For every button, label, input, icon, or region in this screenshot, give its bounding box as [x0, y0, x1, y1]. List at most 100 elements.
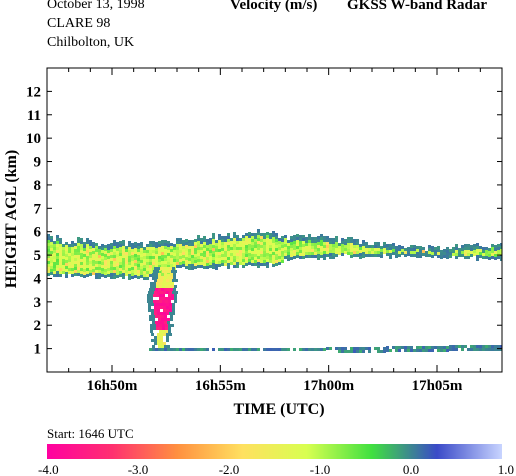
streak-cell — [167, 318, 170, 321]
streak-cell — [163, 342, 166, 345]
cloud-cell — [140, 269, 143, 272]
cloud-cell — [233, 253, 236, 256]
cloud-cell — [152, 253, 155, 256]
cloud-cell — [80, 238, 83, 241]
cloud-cell — [50, 257, 53, 260]
cloud-cell — [215, 267, 218, 270]
cloud-cell — [365, 254, 368, 257]
cloud-cell — [194, 251, 197, 254]
cloud-cell — [104, 275, 107, 278]
streak-cell — [163, 312, 166, 315]
cloud-cell — [431, 246, 434, 249]
cloud-cell — [281, 239, 284, 242]
cloud-cell — [59, 259, 62, 262]
cloud-cell — [302, 241, 305, 244]
streak-cell — [164, 345, 167, 348]
cloud-cell — [101, 244, 104, 247]
streak-cell — [157, 279, 160, 282]
cloud-cell — [467, 253, 470, 256]
cloud-cell — [137, 267, 140, 270]
cloud-cell — [71, 241, 74, 244]
cloud-cell — [77, 255, 80, 258]
cloud-cell — [71, 268, 74, 271]
cloud-cell — [308, 237, 311, 240]
cloud-cell — [281, 257, 284, 260]
cloud-cell — [59, 271, 62, 274]
cloud-cell — [293, 256, 296, 259]
cloud-cell — [92, 248, 95, 251]
streak-cell — [158, 318, 161, 321]
cloud-cell — [323, 254, 326, 257]
cloud-cell — [131, 270, 134, 273]
y-tick-label: 9 — [34, 155, 42, 171]
cloud-cell — [128, 262, 131, 265]
cloud-cell — [158, 271, 161, 274]
cloud-cell — [314, 249, 317, 252]
cloud-cell — [362, 252, 365, 255]
y-tick-label: 5 — [34, 248, 42, 264]
cloud-cell — [290, 242, 293, 245]
cloud-cell — [263, 245, 266, 248]
cloud-cell — [155, 257, 158, 260]
cloud-cell — [482, 250, 485, 253]
cloud-cell — [164, 249, 167, 252]
cloud-cell — [476, 258, 479, 261]
cloud-cell — [161, 252, 164, 255]
cloud-cell — [491, 244, 494, 247]
cloud-cell — [224, 254, 227, 257]
cloud-cell — [116, 275, 119, 278]
cloud-cell — [236, 265, 239, 268]
cloud-cell — [326, 245, 329, 248]
cloud-cell — [173, 262, 176, 265]
cloud-cell — [236, 238, 239, 241]
cloud-cell — [248, 241, 251, 244]
cloud-cell — [455, 253, 458, 256]
cloud-cell — [218, 240, 221, 243]
cloud-cell — [329, 247, 332, 250]
cloud-cell — [317, 251, 320, 254]
low-layer-cell — [443, 346, 446, 349]
cloud-cell — [65, 269, 68, 272]
cloud-cell — [344, 242, 347, 245]
cloud-cell — [230, 244, 233, 247]
cloud-cell — [131, 246, 134, 249]
streak-cell — [150, 297, 153, 300]
cloud-cell — [323, 257, 326, 260]
cloud-cell — [434, 250, 437, 253]
cloud-cell — [116, 251, 119, 254]
cloud-cell — [71, 244, 74, 247]
y-tick-label: 2 — [34, 318, 42, 334]
cloud-cell — [221, 260, 224, 263]
cloud-cell — [107, 262, 110, 265]
cloud-cell — [437, 246, 440, 249]
cloud-cell — [83, 254, 86, 257]
cloud-cell — [374, 242, 377, 245]
cloud-cell — [224, 260, 227, 263]
streak-cell — [154, 309, 157, 312]
streak-cell — [163, 309, 166, 312]
cloud-cell — [242, 259, 245, 262]
cloud-cell — [260, 254, 263, 257]
cloud-cell — [146, 262, 149, 265]
streak-cell — [174, 294, 177, 297]
streak-cell — [165, 327, 168, 330]
low-layer-cell — [479, 348, 482, 351]
low-layer-cell — [206, 348, 209, 351]
cloud-cell — [194, 239, 197, 242]
cloud-cell — [374, 248, 377, 251]
cloud-cell — [227, 245, 230, 248]
low-layer-cell — [404, 346, 407, 349]
cloud-cell — [59, 274, 62, 277]
cloud-cell — [425, 251, 428, 254]
cloud-cell — [47, 243, 50, 246]
cloud-cell — [86, 268, 89, 271]
cloud-cell — [146, 259, 149, 262]
cloud-cell — [287, 255, 290, 258]
cloud-cell — [167, 250, 170, 253]
cloud-cell — [491, 247, 494, 250]
cloud-cell — [359, 247, 362, 250]
cloud-cell — [293, 244, 296, 247]
cloud-cell — [131, 261, 134, 264]
x-tick-label: 17h00m — [303, 378, 354, 394]
cloud-cell — [116, 245, 119, 248]
